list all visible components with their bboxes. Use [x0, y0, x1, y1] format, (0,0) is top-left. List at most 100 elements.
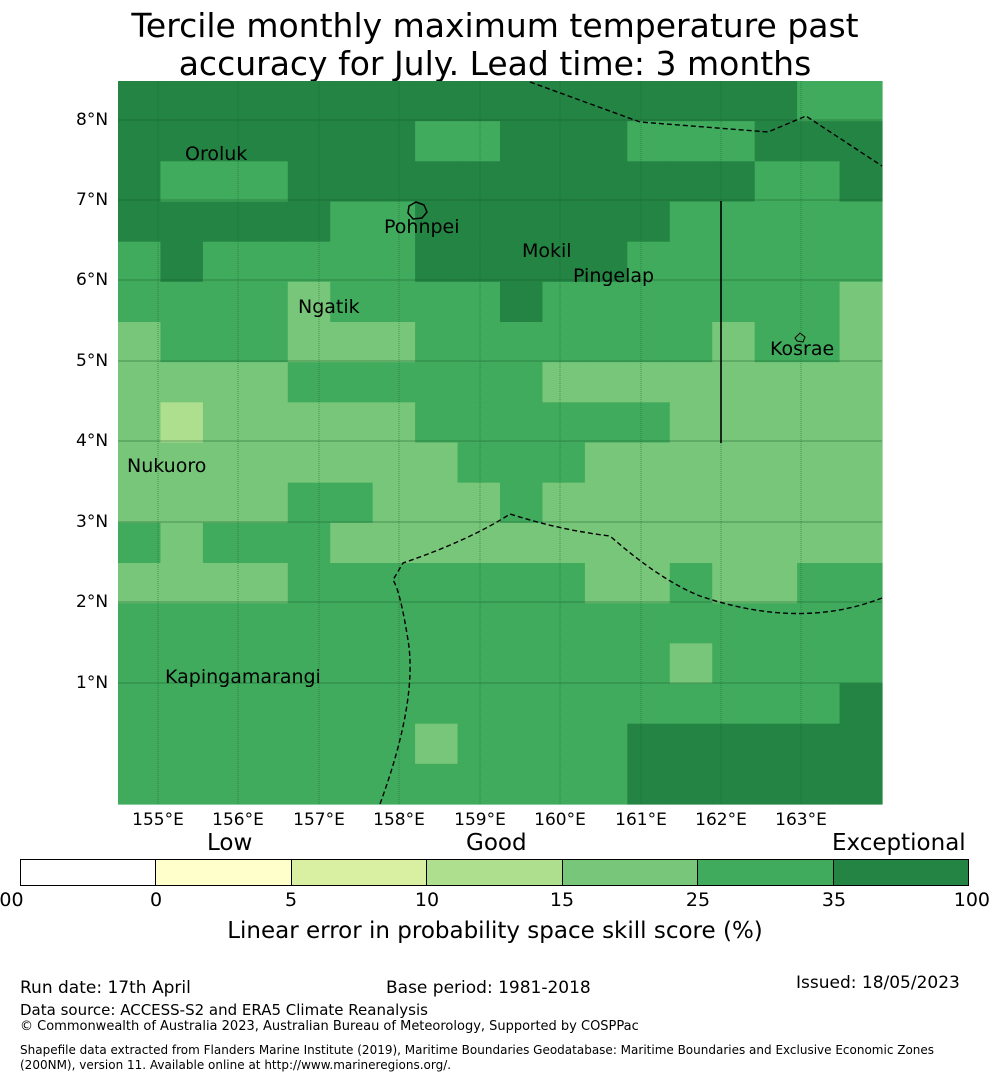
- grid-cell: [542, 281, 586, 323]
- grid-cell: [627, 683, 671, 725]
- grid-cell: [669, 522, 713, 564]
- grid-cell: [372, 322, 416, 363]
- grid-cell: [669, 723, 713, 765]
- legend-swatch: [562, 860, 699, 885]
- grid-cell: [118, 362, 162, 403]
- lat-label-6n: 6°N: [76, 270, 109, 290]
- lat-label-7n: 7°N: [76, 190, 109, 210]
- issued-date: Issued: 18/05/2023: [796, 973, 960, 993]
- grid-cell: [712, 241, 756, 283]
- lat-label-4n: 4°N: [76, 431, 109, 451]
- grid-cell: [202, 81, 246, 122]
- grid-cell: [245, 201, 289, 243]
- grid-cell: [500, 402, 544, 444]
- lon-label-155e: 155°E: [132, 810, 184, 830]
- pohnpei-island-shape: [407, 201, 428, 220]
- graticule: [118, 81, 882, 804]
- lon-label-162e: 162°E: [695, 810, 747, 830]
- grid-cell: [542, 442, 586, 484]
- grid-cell: [712, 442, 756, 484]
- grid-cell: [839, 322, 883, 363]
- eez-boundaries: [379, 81, 883, 805]
- kosrae-island-shape: [794, 332, 806, 343]
- grid-cell: [160, 201, 204, 243]
- grid-cell: [754, 241, 798, 283]
- grid-cell: [415, 201, 459, 243]
- grid-cell: [287, 563, 331, 604]
- grid-cell: [457, 281, 501, 323]
- grid-cell: [712, 402, 756, 444]
- grid-cell: [330, 241, 374, 283]
- grid-cell: [202, 603, 246, 644]
- grid-cell: [457, 402, 501, 444]
- grid-cell: [118, 201, 162, 243]
- grid-cell: [627, 322, 671, 363]
- grid-cell: [797, 763, 841, 805]
- grid-cell: [712, 201, 756, 243]
- grid-cell: [415, 402, 459, 444]
- legend-category-good: Good: [466, 830, 527, 856]
- grid-cell: [839, 241, 883, 283]
- grid-cell: [584, 161, 628, 203]
- grid-cell: [330, 161, 374, 203]
- grid-cell: [500, 522, 544, 564]
- lon-label-163e: 163°E: [775, 810, 827, 830]
- grid-cell: [500, 683, 544, 725]
- grid-cell: [542, 121, 586, 162]
- grid-cell: [160, 81, 204, 122]
- grid-cell: [245, 563, 289, 604]
- grid-cell: [372, 281, 416, 323]
- grid-cell: [287, 603, 331, 644]
- grid-cell: [839, 402, 883, 444]
- grid-cell: [118, 723, 162, 765]
- grid-cell: [584, 563, 628, 604]
- grid-cell: [457, 362, 501, 403]
- grid-cell: [627, 763, 671, 805]
- grid-cell: [287, 161, 331, 203]
- grid-cell: [118, 442, 162, 484]
- grid-cell: [627, 121, 671, 162]
- grid-cell: [627, 281, 671, 323]
- grid-cell: [118, 643, 162, 685]
- skill-grid: [118, 81, 883, 805]
- grid-cell: [160, 362, 204, 403]
- grid-cell: [627, 362, 671, 403]
- island-label-kapingamarangi: Kapingamarangi: [165, 666, 321, 688]
- grid-cell: [712, 482, 756, 524]
- eez-boundary-north: [529, 81, 883, 167]
- grid-cell: [160, 683, 204, 725]
- grid-cell: [542, 603, 586, 644]
- grid-cell: [160, 763, 204, 805]
- grid-cell: [627, 643, 671, 685]
- grid-cell: [584, 442, 628, 484]
- grid-cell: [245, 603, 289, 644]
- grid-cell: [287, 482, 331, 524]
- grid-cell: [457, 522, 501, 564]
- grid-cell: [584, 121, 628, 162]
- grid-cell: [415, 322, 459, 363]
- grid-cell: [712, 281, 756, 323]
- grid-cell: [542, 563, 586, 604]
- grid-cell: [415, 442, 459, 484]
- grid-cell: [712, 322, 756, 363]
- grid-cell: [754, 362, 798, 403]
- grid-cell: [202, 402, 246, 444]
- grid-cell: [839, 81, 883, 122]
- grid-cell: [160, 723, 204, 765]
- grid-cell: [712, 723, 756, 765]
- grid-cell: [160, 322, 204, 363]
- grid-cell: [712, 362, 756, 403]
- grid-cell: [330, 121, 374, 162]
- grid-cell: [797, 723, 841, 765]
- grid-cell: [712, 522, 756, 564]
- grid-cell: [500, 603, 544, 644]
- legend-tick: 100: [953, 889, 990, 911]
- lat-label-2n: 2°N: [76, 592, 109, 612]
- legend-swatch: [21, 860, 157, 885]
- grid-cell: [202, 563, 246, 604]
- eez-boundary-south: [379, 513, 883, 805]
- lon-label-160e: 160°E: [534, 810, 586, 830]
- chart-title-line-2: accuracy for July. Lead time: 3 months: [178, 44, 812, 83]
- grid-cell: [627, 482, 671, 524]
- grid-cell: [627, 442, 671, 484]
